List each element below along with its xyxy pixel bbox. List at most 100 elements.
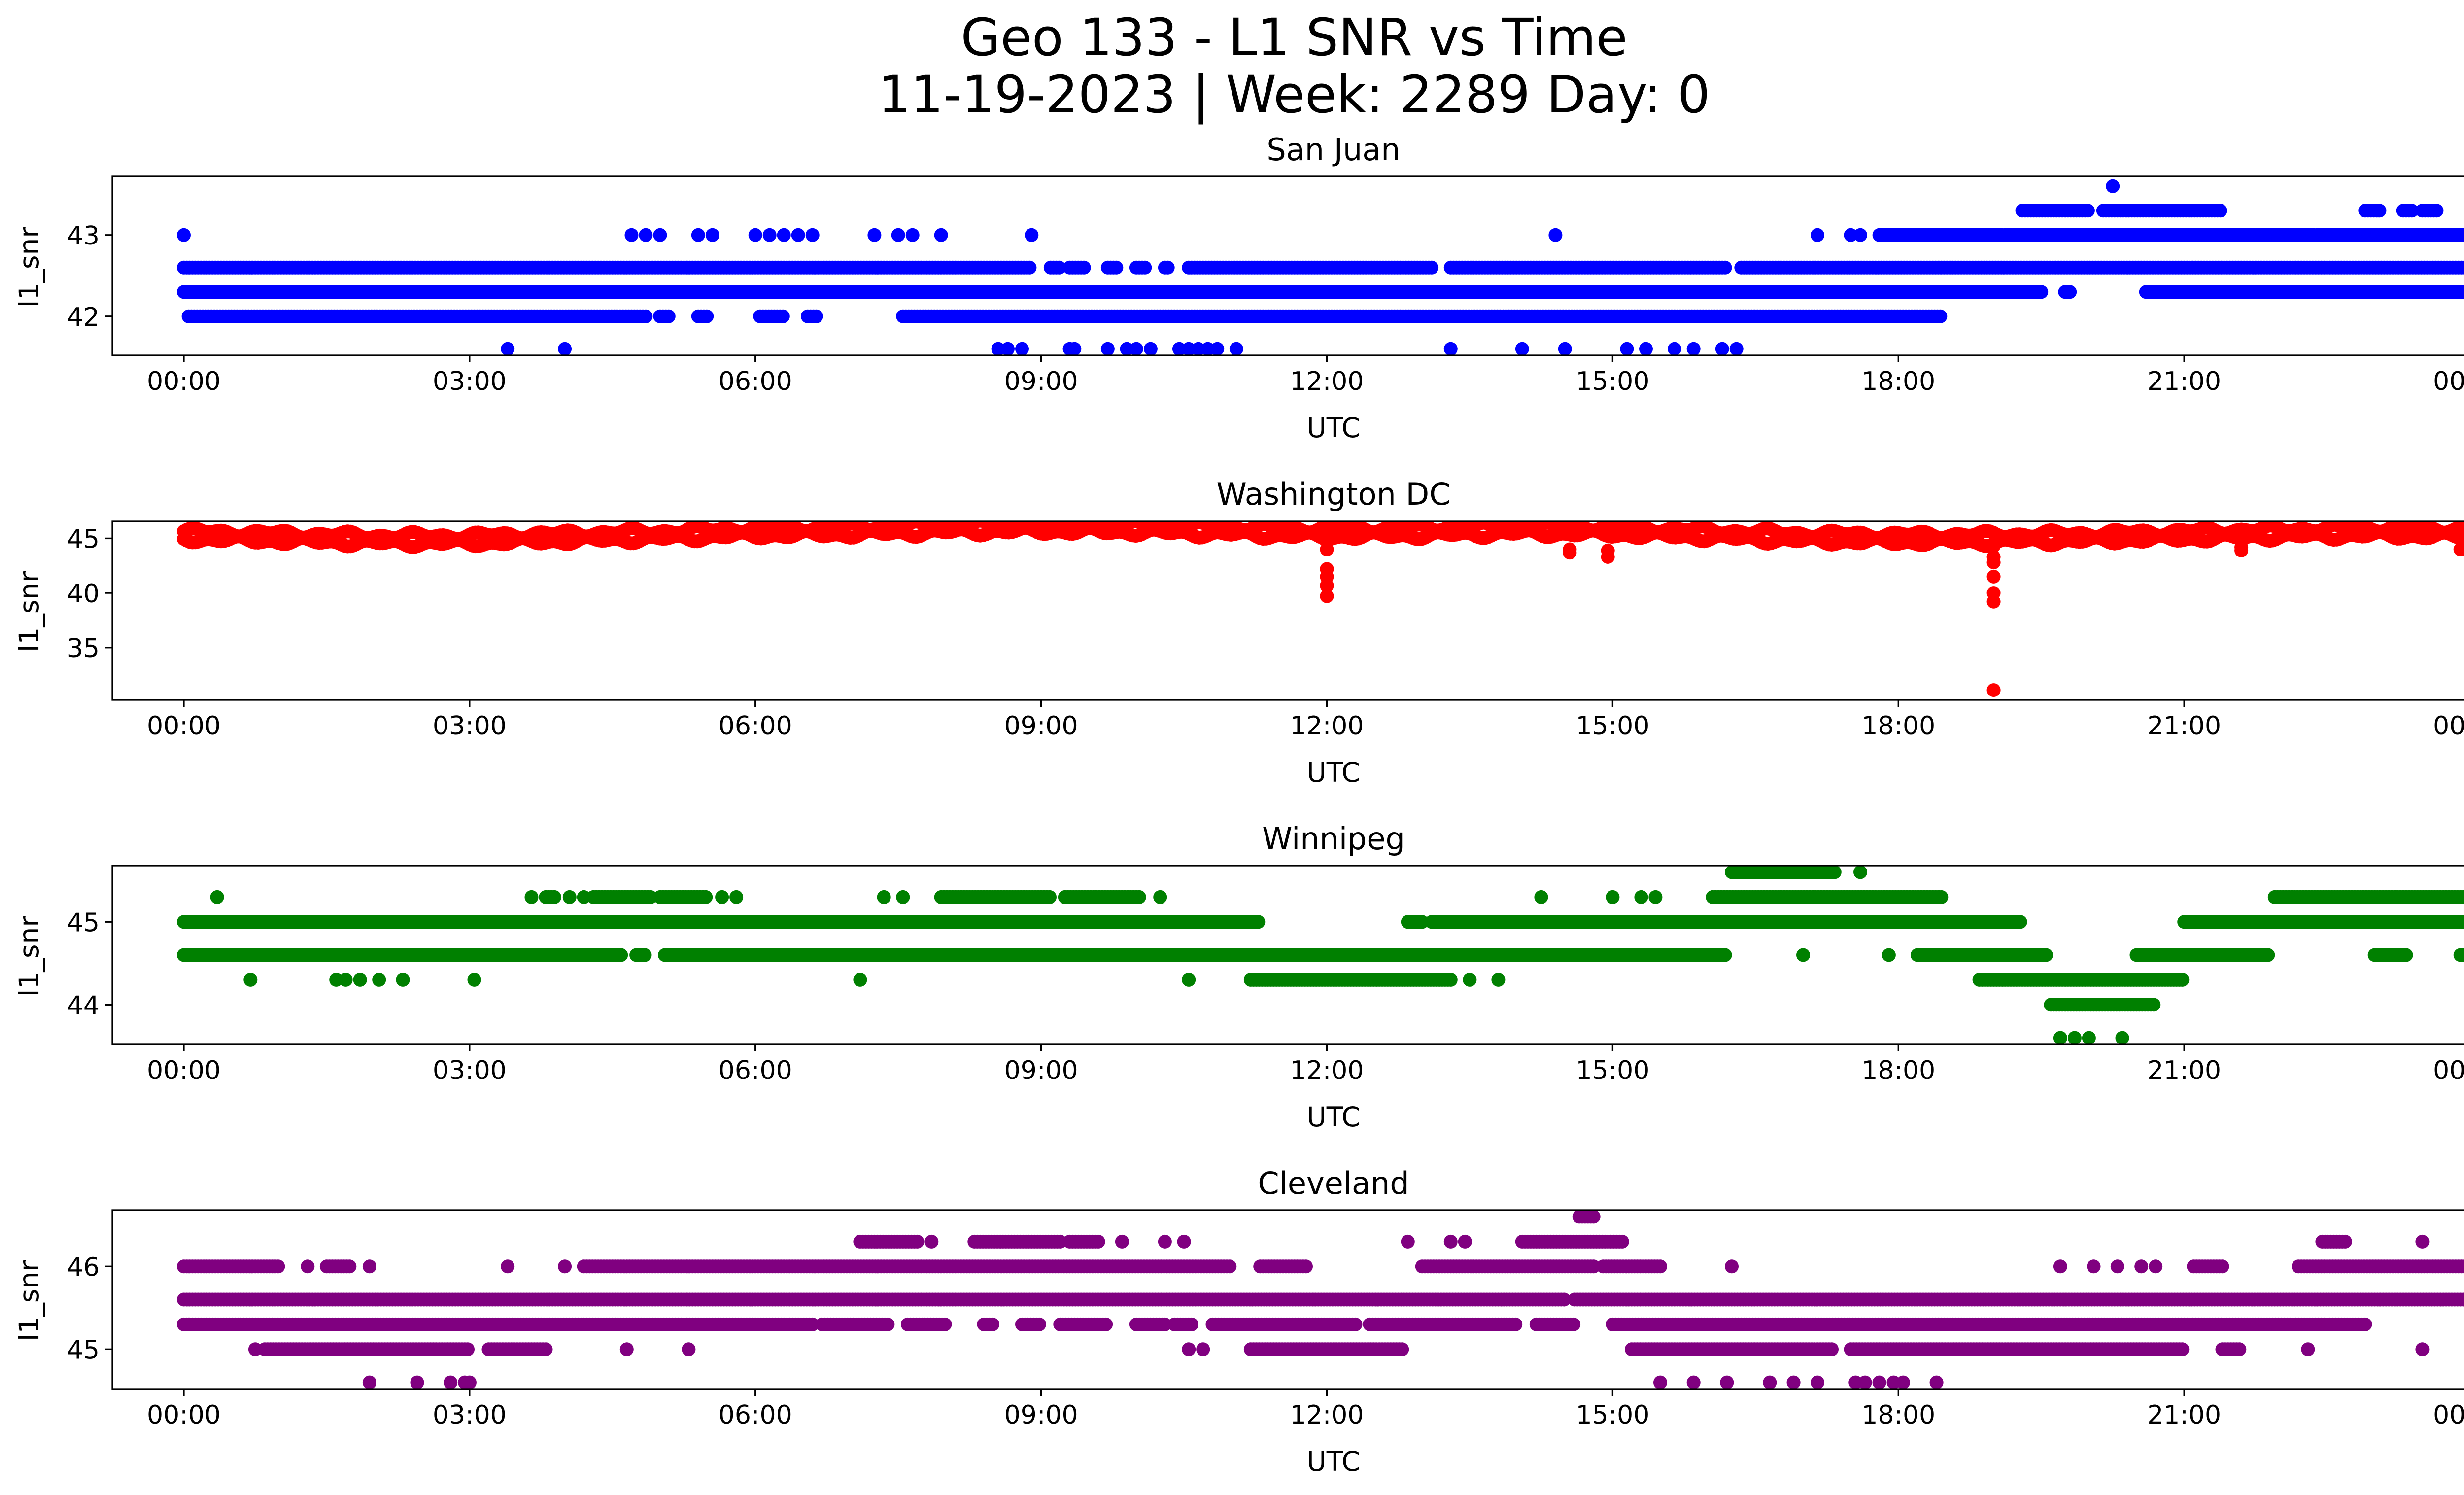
- data-point: [501, 342, 515, 355]
- data-point: [1563, 546, 1577, 560]
- x-tick-label: 18:00: [1861, 711, 1935, 741]
- data-point: [2462, 287, 2464, 297]
- data-point: [1067, 342, 1082, 355]
- data-point: [1443, 342, 1458, 355]
- y-tick-label: 40: [67, 579, 100, 609]
- data-point: [1986, 594, 2001, 609]
- data-point: [638, 948, 652, 962]
- x-tick-label: 00:00: [147, 711, 221, 741]
- x-tick-label: 15:00: [1575, 711, 1649, 741]
- data-point: [2234, 543, 2249, 557]
- data-point: [2453, 542, 2464, 556]
- data-point: [1715, 342, 1729, 355]
- data-point: [1210, 342, 1225, 355]
- x-axis-label: UTC: [1306, 1101, 1360, 1133]
- data-series: [177, 521, 2464, 697]
- data-point: [776, 309, 790, 323]
- x-tick-label: 03:00: [433, 367, 507, 396]
- data-point: [1320, 542, 1334, 556]
- data-point: [1077, 260, 1091, 275]
- y-tick-label: 35: [67, 634, 100, 663]
- x-tick-label: 00:00: [2433, 711, 2464, 741]
- data-point: [2213, 204, 2227, 218]
- data-point: [1620, 342, 1634, 355]
- data-point: [1718, 260, 1732, 275]
- y-tick-label: 45: [67, 524, 100, 554]
- data-point: [1639, 342, 1653, 355]
- data-point: [1729, 342, 1744, 355]
- x-tick-label: 00:00: [2433, 367, 2464, 396]
- data-point: [1251, 915, 1266, 929]
- data-point: [1023, 260, 1037, 275]
- data-point: [791, 228, 805, 242]
- data-point: [1109, 260, 1124, 275]
- data-point: [2013, 915, 2027, 929]
- data-point: [661, 309, 676, 323]
- data-point: [1143, 342, 1158, 355]
- data-point: [748, 228, 762, 242]
- data-point: [2461, 229, 2464, 241]
- data-point: [2459, 285, 2464, 299]
- x-tick-label: 12:00: [1290, 367, 1364, 396]
- x-axis-label: UTC: [1306, 757, 1360, 788]
- x-tick-label: 09:00: [1004, 711, 1078, 741]
- data-point: [1161, 260, 1175, 275]
- data-point: [762, 228, 777, 242]
- subplot-washington-dc: Washington DC UTC l1_snr 00:00 03:00 06:00…: [13, 476, 2464, 788]
- data-point: [1415, 915, 1429, 929]
- x-tick-label: 18:00: [1861, 367, 1935, 396]
- x-tick-label: 09:00: [1004, 367, 1078, 396]
- data-point: [700, 309, 714, 323]
- data-point: [1052, 260, 1066, 275]
- subplot-title: Washington DC: [1216, 476, 1450, 512]
- data-series: [177, 866, 2464, 1044]
- y-axis-label: l1_snr: [13, 571, 45, 652]
- data-point: [1986, 539, 2001, 553]
- data-point: [867, 228, 882, 242]
- data-point: [2430, 204, 2444, 218]
- data-point: [2106, 179, 2120, 193]
- data-point: [639, 309, 653, 323]
- data-point: [2063, 285, 2077, 299]
- subplot-title: Winnipeg: [1262, 821, 1405, 857]
- data-point: [1844, 228, 1858, 242]
- x-tick-label: 00:00: [147, 367, 221, 396]
- data-point: [1668, 342, 1681, 355]
- data-point: [1986, 569, 2001, 584]
- data-point: [2081, 204, 2095, 218]
- subplot-winnipeg: Winnipeg UTC l1_snr 00:00 03:00 06:00 09:00…: [13, 821, 2464, 1133]
- data-point: [891, 228, 905, 242]
- data-point: [624, 228, 639, 242]
- data-point: [639, 228, 653, 242]
- data-point: [1320, 578, 1334, 592]
- data-point: [1015, 342, 1029, 355]
- data-point: [1558, 342, 1572, 355]
- data-point: [705, 228, 719, 242]
- x-tick-label: 21:00: [2147, 711, 2221, 741]
- x-tick-label: 03:00: [433, 711, 507, 741]
- data-point: [614, 948, 628, 962]
- data-point: [2405, 204, 2419, 218]
- data-point: [905, 228, 920, 242]
- figure-title-line1: Geo 133 - L1 SNR vs Time: [960, 7, 1627, 68]
- data-point: [1100, 342, 1115, 355]
- data-point: [805, 228, 820, 242]
- data-point: [2034, 285, 2049, 299]
- data-point: [1853, 228, 1867, 242]
- subplot-title: San Juan: [1266, 132, 1400, 168]
- data-point: [1129, 342, 1143, 355]
- data-point: [1811, 228, 1824, 242]
- y-tick-label: 42: [67, 303, 100, 332]
- data-point: [2460, 261, 2464, 274]
- data-point: [2460, 915, 2464, 928]
- figure-title-line2: 11-19-2023 | Week: 2289 Day: 0: [878, 65, 1710, 125]
- data-point: [1933, 309, 1948, 323]
- x-tick-label: 06:00: [719, 367, 792, 396]
- data-point: [1138, 260, 1152, 275]
- data-point: [1686, 342, 1701, 355]
- data-point: [1986, 683, 2001, 697]
- data-series: [177, 179, 2464, 355]
- data-point: [1548, 228, 1563, 242]
